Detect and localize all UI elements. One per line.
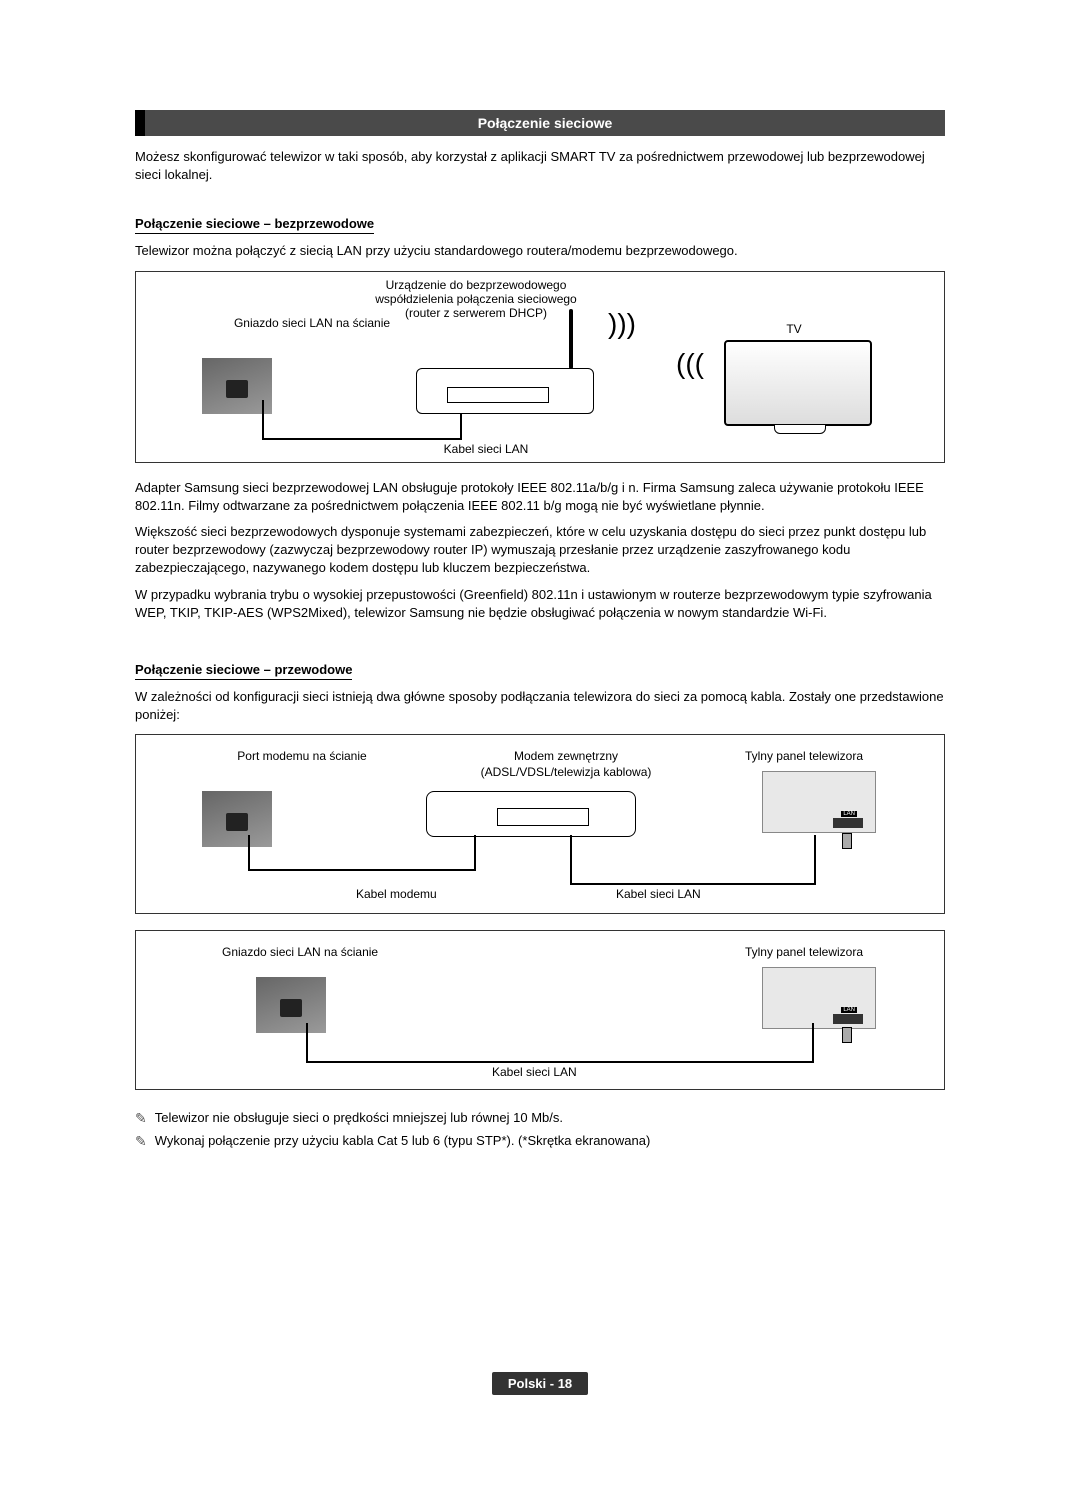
tv-label: TV [734, 322, 854, 336]
note-item: ✎ Wykonaj połączenie przy użyciu kabla C… [135, 1133, 945, 1150]
lan-cable-label: Kabel sieci LAN [616, 887, 701, 901]
wired-subtitle: Połączenie sieciowe – przewodowe [135, 662, 352, 680]
wireless-diagram: Gniazdo sieci LAN na ścianie Urządzenie … [135, 271, 945, 463]
section-header: Połączenie sieciowe [135, 110, 945, 136]
router-icon [416, 368, 594, 414]
page-number: Polski - 18 [492, 1372, 588, 1395]
note-text: Wykonaj połączenie przy użyciu kabla Cat… [155, 1133, 651, 1148]
tv-panel-label: Tylny panel telewizora [714, 945, 894, 959]
wired-desc: W zależności od konfiguracji sieci istni… [135, 688, 945, 724]
connector-icon [842, 833, 852, 849]
note-icon: ✎ [135, 1110, 147, 1127]
lan-cable-line [570, 835, 816, 885]
wireless-para1: Adapter Samsung sieci bezprzewodowej LAN… [135, 479, 945, 515]
lan-port-label: LAN [841, 811, 857, 817]
wireless-desc: Telewizor można połączyć z siecią LAN pr… [135, 242, 945, 260]
wired-diagram-1: Port modemu na ścianie Modem zewnętrzny … [135, 734, 945, 914]
modem-cable-line [248, 835, 476, 871]
modem-label: Modem zewnętrzny (ADSL/VDSL/telewizja ka… [446, 749, 686, 780]
wired-diagram-2: Gniazdo sieci LAN na ścianie Tylny panel… [135, 930, 945, 1090]
connector-icon [842, 1027, 852, 1043]
lan-cable-line [306, 1023, 814, 1063]
section-title: Połączenie sieciowe [478, 115, 613, 131]
wall-port-label: Gniazdo sieci LAN na ścianie [222, 945, 442, 959]
tv-icon [724, 340, 872, 426]
notes-section: ✎ Telewizor nie obsługuje sieci o prędko… [135, 1110, 945, 1150]
wifi-signal-in-icon: ((( [676, 348, 704, 380]
router-label: Urządzenie do bezprzewodowego współdziel… [346, 278, 606, 320]
lan-port-label: LAN [841, 1007, 857, 1013]
tv-panel-icon: LAN [762, 967, 876, 1029]
intro-paragraph: Możesz skonfigurować telewizor w taki sp… [135, 148, 945, 184]
tv-panel-label: Tylny panel telewizora [714, 749, 894, 763]
wifi-signal-out-icon: ))) [608, 308, 636, 340]
lan-cable-label: Kabel sieci LAN [416, 442, 556, 456]
modem-icon [426, 791, 636, 837]
page-footer: Polski - 18 [135, 1370, 945, 1397]
note-text: Telewizor nie obsługuje sieci o prędkośc… [155, 1110, 563, 1125]
note-icon: ✎ [135, 1133, 147, 1150]
lan-cable-label: Kabel sieci LAN [492, 1065, 577, 1079]
note-item: ✎ Telewizor nie obsługuje sieci o prędko… [135, 1110, 945, 1127]
modem-cable-label: Kabel modemu [356, 887, 437, 901]
wireless-para2: Większość sieci bezprzewodowych dysponuj… [135, 523, 945, 578]
modem-port-label: Port modemu na ścianie [222, 749, 382, 763]
wireless-para3: W przypadku wybrania trybu o wysokiej pr… [135, 586, 945, 622]
wireless-subtitle: Połączenie sieciowe – bezprzewodowe [135, 216, 374, 234]
tv-panel-icon: LAN [762, 771, 876, 833]
